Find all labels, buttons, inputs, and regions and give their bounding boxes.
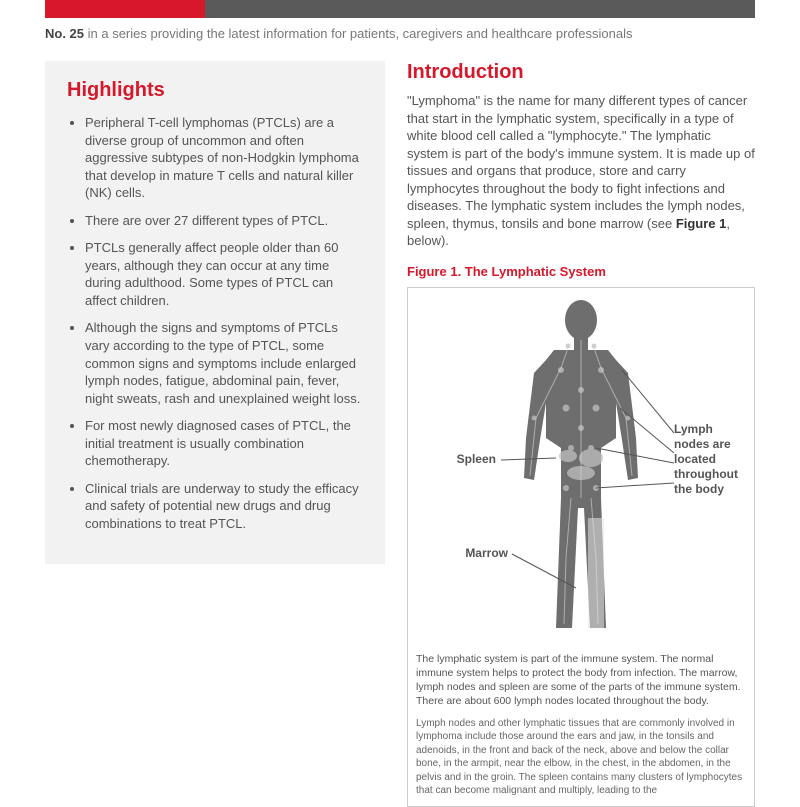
highlights-item: Although the signs and symptoms of PTCLs… bbox=[85, 319, 363, 407]
introduction-text: "Lymphoma" is the name for many differen… bbox=[407, 92, 755, 250]
highlights-item: For most newly diagnosed cases of PTCL, … bbox=[85, 417, 363, 470]
figure-small-text: Lymph nodes and other lymphatic tissues … bbox=[416, 717, 746, 798]
introduction-title: Introduction bbox=[407, 61, 755, 84]
header-gray-block bbox=[205, 0, 755, 18]
label-marrow: Marrow bbox=[458, 546, 508, 561]
figure-caption: The lymphatic system is part of the immu… bbox=[416, 652, 746, 709]
intro-text-bold: Figure 1 bbox=[676, 216, 727, 231]
series-text: in a series providing the latest informa… bbox=[84, 26, 632, 41]
series-line: No. 25 in a series providing the latest … bbox=[45, 26, 755, 41]
highlights-item: Clinical trials are underway to study th… bbox=[85, 480, 363, 533]
figure-title: Figure 1. The Lymphatic System bbox=[407, 264, 755, 279]
left-column: Highlights Peripheral T-cell lymphomas (… bbox=[45, 61, 385, 807]
series-number: No. 25 bbox=[45, 26, 84, 41]
highlights-title: Highlights bbox=[67, 79, 363, 102]
figure-box: Spleen Marrow Lymph nodes are located th… bbox=[407, 287, 755, 807]
highlights-item: Peripheral T-cell lymphomas (PTCLs) are … bbox=[85, 114, 363, 202]
human-body-icon bbox=[506, 298, 656, 638]
label-spleen: Spleen bbox=[438, 452, 496, 467]
figure-body: Spleen Marrow Lymph nodes are located th… bbox=[416, 298, 746, 646]
highlights-list: Peripheral T-cell lymphomas (PTCLs) are … bbox=[67, 114, 363, 532]
label-lymph-nodes: Lymph nodes are located throughout the b… bbox=[674, 422, 744, 497]
header-accent-block bbox=[45, 0, 205, 18]
highlights-box: Highlights Peripheral T-cell lymphomas (… bbox=[45, 61, 385, 564]
highlights-item: PTCLs generally affect people older than… bbox=[85, 239, 363, 309]
intro-text-pre: "Lymphoma" is the name for many differen… bbox=[407, 93, 755, 231]
highlights-item: There are over 27 different types of PTC… bbox=[85, 212, 363, 230]
right-column: Introduction "Lymphoma" is the name for … bbox=[407, 61, 755, 807]
header-bar bbox=[45, 0, 755, 18]
main-columns: Highlights Peripheral T-cell lymphomas (… bbox=[45, 61, 755, 807]
